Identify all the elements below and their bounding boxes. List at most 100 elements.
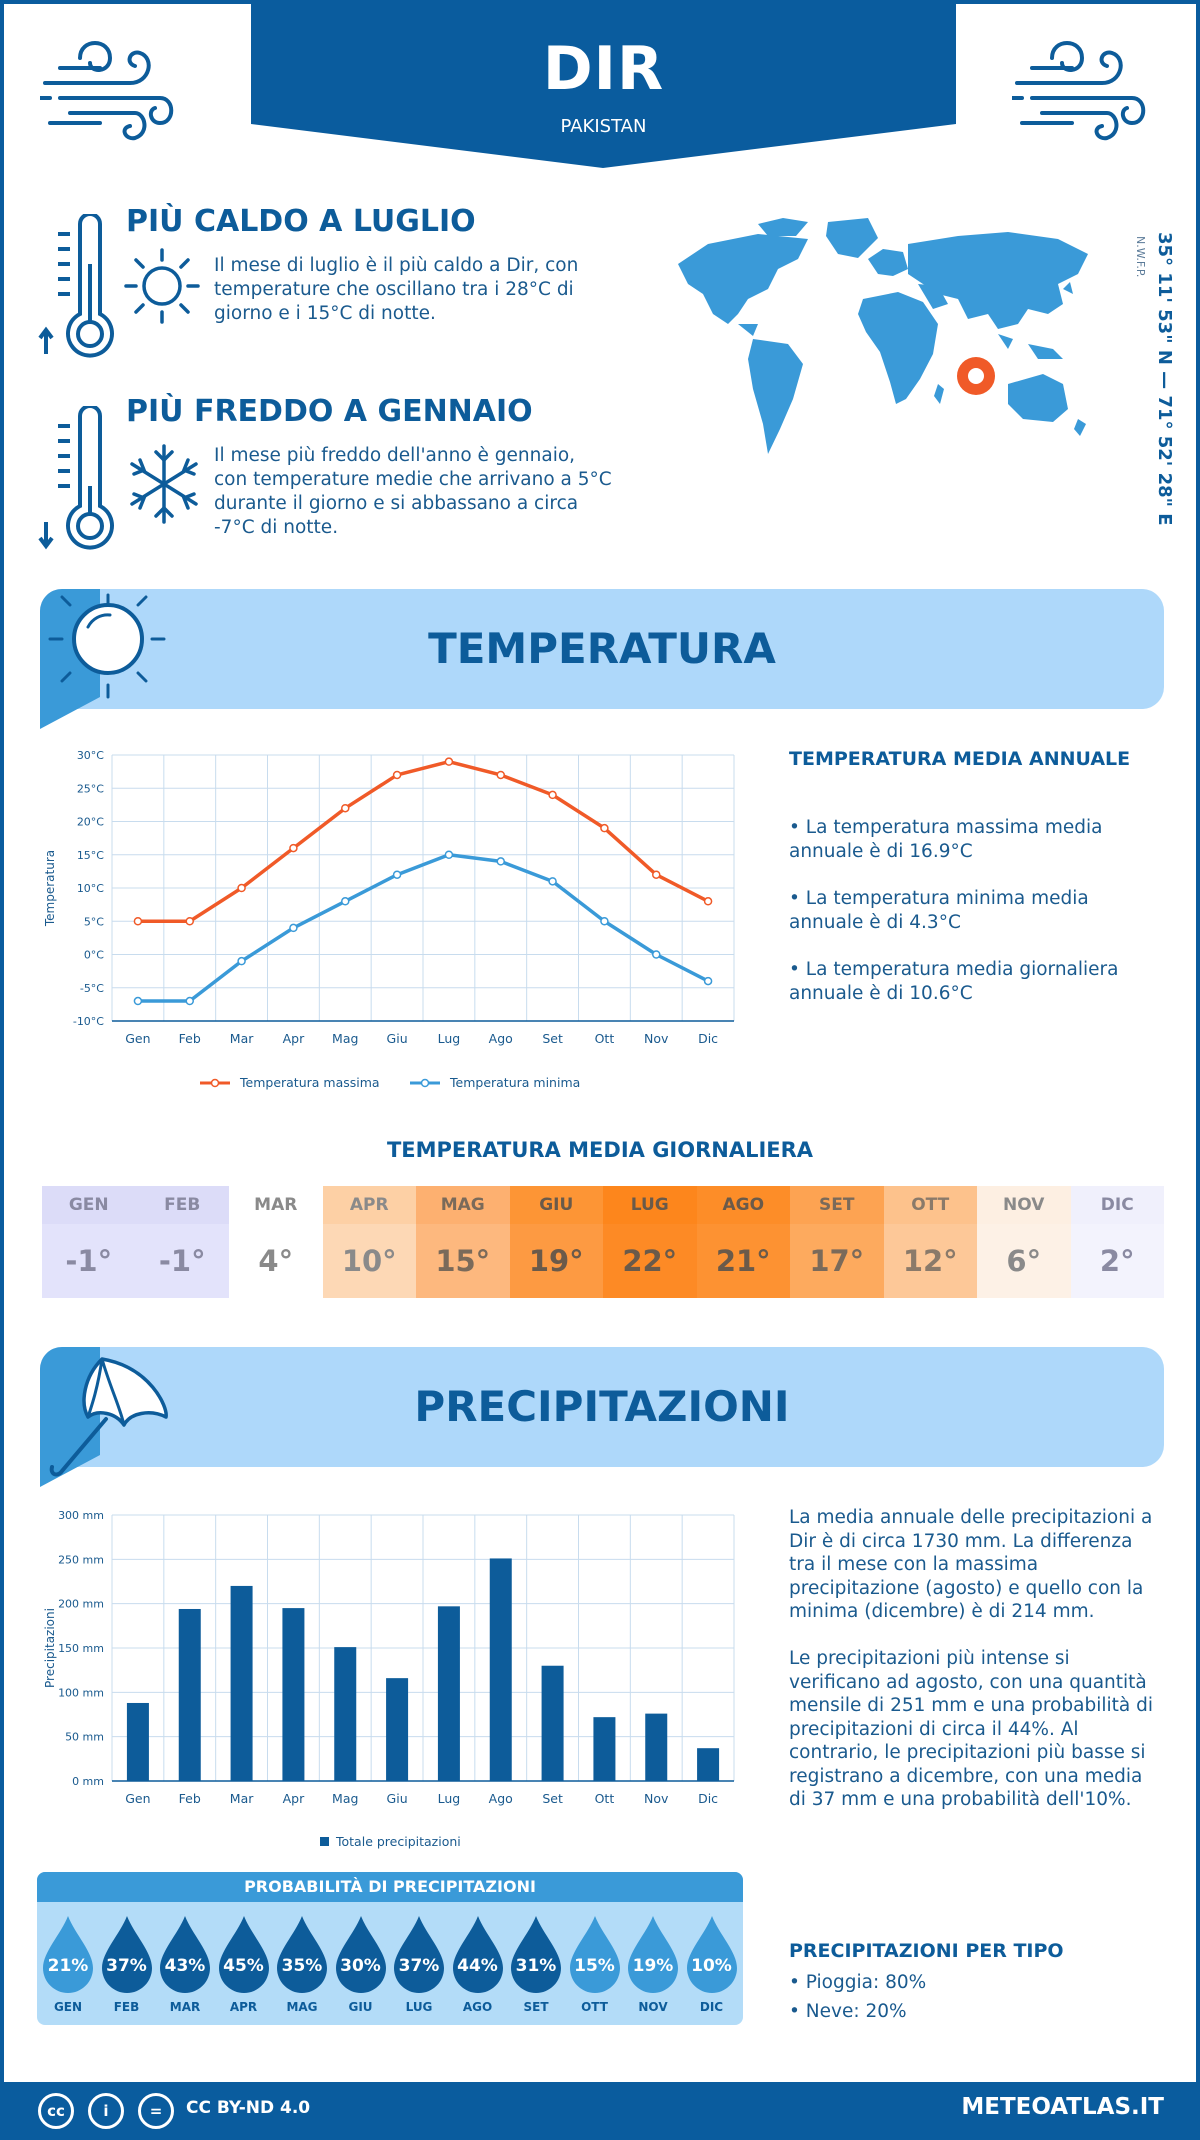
- precip-probability-value: 31%: [515, 1956, 557, 1976]
- daily-temp-cell: SET 17°: [790, 1186, 884, 1298]
- data-point: [652, 950, 661, 959]
- y-tick-label: 300 mm: [58, 1509, 104, 1522]
- precip-probability-value: 37%: [106, 1956, 147, 1976]
- daily-temp-month: SET: [790, 1186, 884, 1224]
- daily-temp-cell: MAR 4°: [229, 1186, 323, 1298]
- daily-temp-month: MAG: [416, 1186, 510, 1224]
- data-point: [392, 770, 402, 780]
- data-point: [392, 870, 402, 879]
- precip-probability-drop: 31% SET: [509, 1914, 563, 2014]
- precip-probability-drop: 15% OTT: [568, 1914, 622, 2014]
- daily-temp-cell: LUG 22°: [603, 1186, 697, 1298]
- raindrop-icon: [101, 1916, 152, 1993]
- data-point: [652, 870, 661, 879]
- daily-temp-cell: MAG 15°: [416, 1186, 510, 1298]
- thermometer-cold-icon: [38, 406, 114, 550]
- precip-probability-month: GIU: [348, 2000, 373, 2014]
- raindrop-icon: [569, 1916, 620, 1993]
- daily-temp-cell: APR 10°: [322, 1186, 416, 1298]
- data-point: [185, 917, 194, 926]
- y-tick-label: 5°C: [84, 915, 104, 928]
- annual-temp-mean: • La temperatura media giornaliera annua…: [789, 959, 1119, 1004]
- temperature-chart: -10°C -5°C 0°C 5°C 10°C 15°C 20°C 25°C 30°C Gen Fe…: [43, 749, 735, 1090]
- x-tick-label: Lug: [438, 1031, 461, 1046]
- precip-probability-month: NOV: [638, 2000, 668, 2014]
- bar: [593, 1717, 616, 1781]
- raindrop-icon: [218, 1916, 269, 1993]
- x-tick-label: Giu: [387, 1791, 408, 1806]
- precip-probability-month: MAG: [286, 2000, 318, 2014]
- legend-marker: [210, 1078, 220, 1088]
- x-tick-label: Mar: [230, 1791, 254, 1806]
- bar: [126, 1702, 149, 1781]
- data-point: [444, 850, 454, 859]
- daily-temp-cell: GIU 19°: [509, 1186, 603, 1298]
- daily-temp-cell: GEN -1°: [42, 1186, 136, 1298]
- world-map: [678, 218, 1088, 454]
- precip-probability-value: 19%: [632, 1956, 674, 1976]
- y-tick-label: 100 mm: [58, 1686, 104, 1699]
- precipitation-chart: 0 mm 50 mm 100 mm 150 mm 200 mm 250 mm 300 mm G…: [43, 1509, 735, 1849]
- x-tick-label: Ago: [489, 1791, 513, 1806]
- raindrop-icon: [628, 1916, 678, 1993]
- precip-probability-drop: 37% FEB: [100, 1914, 154, 2014]
- annual-temp-min: • La temperatura minima media annuale è …: [789, 888, 1089, 933]
- precip-probability-value: 45%: [223, 1956, 264, 1976]
- daily-temp-grid: GEN -1° FEB -1° MAR 4° APR 10° MAG 15° GIU 19° LUG 22…: [42, 1186, 1164, 1298]
- y-tick-label: 50 mm: [65, 1731, 104, 1744]
- x-tick-label: Ago: [489, 1031, 513, 1046]
- precip-probability-value: 21%: [47, 1956, 89, 1976]
- site-link[interactable]: METEOATLAS.IT: [961, 2094, 1164, 2120]
- x-tick-label: Apr: [283, 1031, 305, 1046]
- y-tick-label: 0°C: [84, 949, 104, 962]
- x-tick-label: Ott: [595, 1791, 615, 1806]
- y-tick-label: -5°C: [80, 982, 104, 995]
- data-point: [237, 956, 246, 966]
- y-tick-label: 25°C: [77, 782, 104, 795]
- header-banner: [251, 4, 956, 168]
- bar: [178, 1608, 201, 1781]
- daily-temp-month: AGO: [696, 1186, 790, 1224]
- precip-type-title: PRECIPITAZIONI PER TIPO: [789, 1940, 1064, 1962]
- legend-label: Totale precipitazioni: [335, 1834, 461, 1849]
- data-point: [133, 917, 143, 926]
- daily-temp-month: NOV: [977, 1186, 1071, 1224]
- x-tick-label: Mag: [332, 1031, 358, 1046]
- x-tick-label: Ott: [595, 1031, 615, 1046]
- data-point: [496, 770, 505, 780]
- daily-temp-cell: NOV 6°: [977, 1186, 1071, 1298]
- daily-temp-value: 19°: [509, 1224, 603, 1298]
- precip-type-snow: • Neve: 20%: [789, 2001, 907, 2022]
- legend-marker: [420, 1078, 430, 1088]
- daily-temp-month: FEB: [135, 1186, 229, 1224]
- daily-temp-month: MAR: [229, 1186, 323, 1224]
- daily-temp-value: 2°: [1070, 1224, 1164, 1298]
- coordinates: 35° 11' 53" N — 71° 52' 28" E: [1154, 232, 1175, 526]
- series-line: [137, 759, 709, 923]
- precip-probability-month: FEB: [113, 2000, 140, 2014]
- daily-temp-cell: FEB -1°: [135, 1186, 229, 1298]
- precip-probability-month: LUG: [405, 2000, 433, 2014]
- x-tick-label: Nov: [644, 1791, 669, 1806]
- daily-temp-value: 10°: [322, 1224, 416, 1298]
- data-point: [237, 883, 246, 893]
- umbrella-icon: [40, 1347, 168, 1487]
- precip-probability-drop: 43% MAR: [158, 1914, 212, 2014]
- bar: [437, 1606, 460, 1781]
- data-point: [341, 897, 350, 906]
- precip-probability-drops: 21% GEN 37% FEB 43% MAR 45% APR 35% MAG 30% GIU 37% L…: [37, 1902, 743, 2025]
- precip-probability-drop: 44% AGO: [451, 1914, 505, 2014]
- y-tick-label: 150 mm: [58, 1642, 104, 1655]
- raindrop-icon: [394, 1916, 444, 1993]
- legend-label: Temperatura massima: [239, 1075, 380, 1090]
- raindrop-icon: [686, 1916, 737, 1993]
- bar: [541, 1665, 564, 1781]
- bar: [645, 1713, 668, 1781]
- sun-large-icon: [40, 589, 166, 729]
- temperature-section-band: [40, 589, 1164, 709]
- precip-probability-value: 35%: [281, 1956, 323, 1976]
- y-axis-label: Precipitazioni: [43, 1608, 57, 1688]
- cold-month-text: Il mese più freddo dell'anno è gennaio, …: [214, 445, 612, 538]
- daily-temp-cell: AGO 21°: [696, 1186, 790, 1298]
- precip-probability-value: 37%: [398, 1956, 440, 1976]
